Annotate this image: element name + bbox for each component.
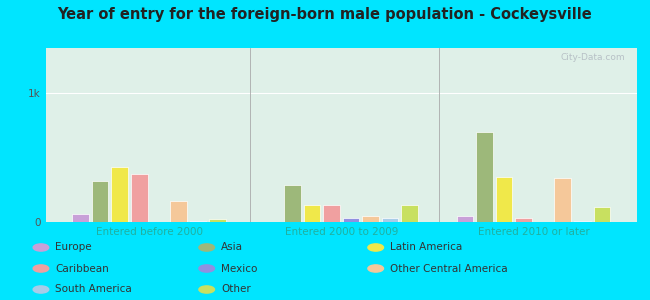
Bar <box>496 177 512 222</box>
Bar <box>190 221 206 222</box>
Bar <box>382 218 398 222</box>
Bar <box>111 167 128 222</box>
Text: South America: South America <box>55 284 132 295</box>
Text: Other Central America: Other Central America <box>390 263 508 274</box>
Bar <box>72 214 89 222</box>
Text: Mexico: Mexico <box>221 263 257 274</box>
Text: Europe: Europe <box>55 242 92 253</box>
Bar <box>284 184 301 222</box>
Bar <box>401 205 418 222</box>
Bar <box>554 178 571 222</box>
Bar <box>515 218 532 222</box>
Bar <box>343 218 359 222</box>
Bar <box>209 219 226 222</box>
Bar <box>304 205 320 222</box>
Bar <box>92 181 109 222</box>
Text: Asia: Asia <box>221 242 243 253</box>
Bar <box>457 216 473 222</box>
Bar <box>362 216 379 222</box>
Text: Other: Other <box>221 284 251 295</box>
Bar <box>170 201 187 222</box>
Text: City-Data.com: City-Data.com <box>560 53 625 62</box>
Bar <box>323 205 340 222</box>
Bar <box>476 132 493 222</box>
Bar <box>574 221 591 222</box>
Text: Latin America: Latin America <box>390 242 462 253</box>
Text: Caribbean: Caribbean <box>55 263 109 274</box>
Text: Year of entry for the foreign-born male population - Cockeysville: Year of entry for the foreign-born male … <box>58 8 592 22</box>
Bar <box>593 206 610 222</box>
Bar <box>131 174 148 222</box>
